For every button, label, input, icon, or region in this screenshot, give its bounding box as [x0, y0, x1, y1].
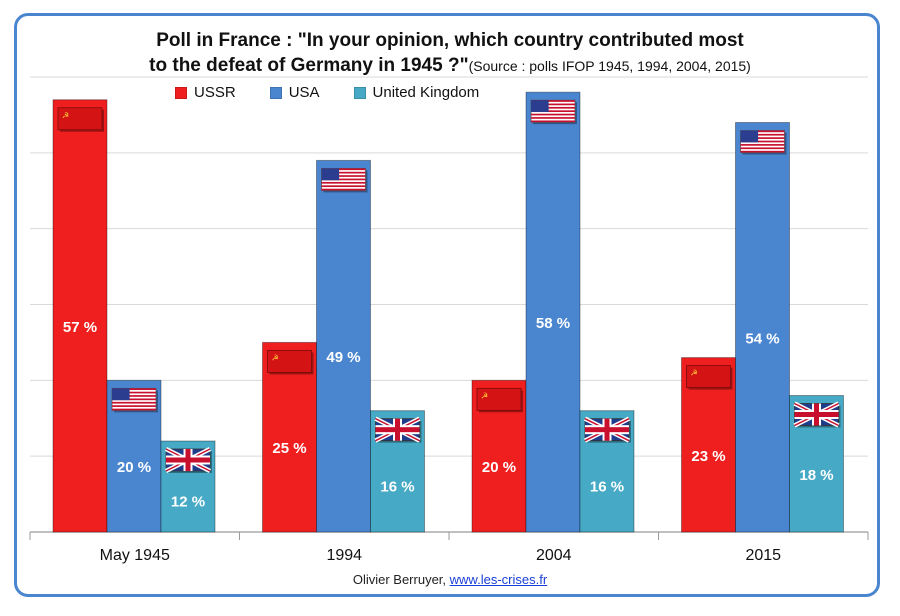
legend-swatch-uk: [353, 86, 366, 99]
flag-stripe: [531, 117, 575, 119]
legend-swatch-usa: [269, 86, 282, 99]
flag-stripe: [531, 113, 575, 116]
legend: USSR USA United Kingdom: [175, 84, 513, 101]
x-tick-label: 2015: [745, 547, 781, 564]
bar-ussr: [262, 341, 317, 533]
data-label: 20 %: [117, 459, 151, 476]
legend-item-usa: USA: [269, 84, 320, 101]
flag-stripe: [740, 144, 785, 146]
footer-link[interactable]: www.les-crises.fr: [449, 572, 548, 587]
flag-stripe: [112, 395, 156, 397]
flag-stripe: [112, 408, 156, 411]
flag-stripe: [531, 103, 575, 106]
bar-usa: [735, 122, 790, 533]
x-tick-label: 1994: [326, 547, 362, 564]
flag-stripe: [321, 175, 366, 177]
flag-field: [267, 350, 312, 373]
data-label: 54 %: [745, 330, 779, 347]
flag-cross-red: [166, 457, 210, 463]
flag-stripe: [740, 133, 785, 136]
flag-stripe: [112, 401, 156, 404]
flag-stripe: [321, 168, 366, 171]
data-label: 16 %: [380, 478, 414, 495]
chart-title: Poll in France : "In your opinion, which…: [0, 28, 900, 79]
flag-stripe: [740, 147, 785, 150]
uk-flag-icon: [164, 446, 212, 474]
uk-flag-icon: [583, 416, 631, 443]
uk-flag-icon: [793, 401, 841, 428]
flag-canton: [112, 388, 130, 401]
flag-stripe: [321, 185, 366, 188]
flag-stripe: [740, 150, 785, 153]
flag-stripe: [112, 405, 156, 407]
usa-flag-icon: [111, 387, 158, 413]
data-label: 57 %: [63, 319, 97, 336]
legend-item-ussr: USSR: [175, 84, 236, 101]
x-tick-label: May 1945: [100, 547, 170, 564]
flag-canton: [321, 168, 340, 181]
flag-stripe: [321, 188, 366, 191]
flag-emblem: ☭: [481, 391, 488, 400]
legend-label-usa: USA: [288, 84, 320, 101]
usa-flag-icon: [740, 130, 787, 155]
data-label: 25 %: [272, 440, 306, 457]
flag-emblem: ☭: [691, 369, 698, 378]
data-label: 58 %: [536, 315, 570, 332]
data-label: 12 %: [171, 494, 205, 511]
data-label: 23 %: [691, 448, 725, 465]
title-line-1: Poll in France : "In your opinion, which…: [156, 30, 744, 51]
bar-ussr: [52, 99, 108, 533]
title-source: (Source : polls IFOP 1945, 1994, 2004, 2…: [468, 58, 751, 74]
flag-field: [476, 387, 522, 411]
title-line-2: to the defeat of Germany in 1945 ?": [149, 55, 469, 76]
ussr-flag-icon: ☭: [267, 350, 314, 375]
flag-stripe: [740, 140, 785, 143]
flag-stripe: [321, 171, 366, 174]
flag-cross-red: [375, 427, 420, 433]
flag-stripe: [112, 398, 156, 401]
flag-canton: [531, 100, 549, 113]
bar-usa: [316, 159, 371, 533]
usa-flag-icon: [321, 168, 368, 193]
uk-flag-icon: [374, 416, 422, 443]
flag-field: [57, 107, 103, 131]
flag-cross-red: [794, 412, 839, 417]
flag-stripe: [740, 137, 785, 139]
flag-stripe: [321, 178, 366, 181]
flag-field: [686, 365, 731, 388]
flag-stripe: [531, 100, 575, 102]
flag-stripe: [531, 110, 575, 113]
ussr-flag-icon: ☭: [57, 107, 104, 132]
legend-label-ussr: USSR: [194, 84, 236, 101]
flag-emblem: ☭: [272, 353, 279, 362]
legend-label-uk: United Kingdom: [372, 84, 480, 101]
data-label: 49 %: [326, 349, 360, 366]
data-label: 16 %: [590, 478, 624, 495]
ussr-flag-icon: ☭: [476, 387, 523, 413]
flag-stripe: [112, 388, 156, 391]
footer: Olivier Berruyer, www.les-crises.fr: [0, 572, 900, 587]
bar-usa: [525, 91, 581, 533]
flag-emblem: ☭: [62, 111, 69, 120]
flag-stripe: [531, 120, 575, 123]
flag-stripe: [321, 181, 366, 184]
legend-swatch-ussr: [175, 86, 187, 99]
ussr-flag-icon: ☭: [686, 365, 733, 390]
legend-item-uk: United Kingdom: [353, 84, 480, 101]
flag-stripe: [531, 106, 575, 109]
data-label: 18 %: [799, 467, 833, 484]
footer-author: Olivier Berruyer,: [352, 572, 447, 587]
flag-cross-red: [585, 427, 629, 433]
flag-stripe: [740, 130, 785, 133]
x-tick-label: 2004: [536, 547, 572, 564]
flag-canton: [740, 130, 759, 143]
flag-stripe: [112, 391, 156, 394]
usa-flag-icon: [530, 99, 577, 125]
data-label: 20 %: [482, 459, 516, 476]
